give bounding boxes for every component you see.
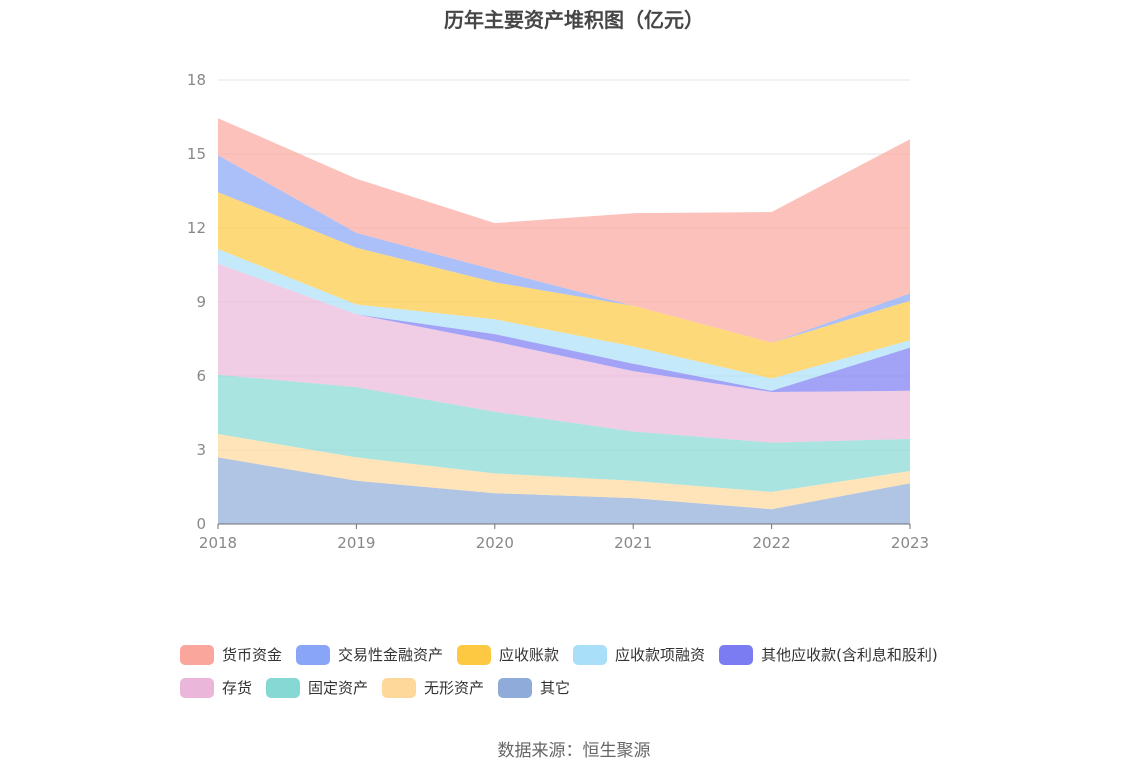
legend-swatch [573,644,608,665]
area-series [218,457,910,524]
y-tick-label: 12 [187,219,206,237]
legend-label: 应收款项融资 [615,646,706,664]
y-tick-label: 3 [196,441,206,459]
y-tick-label: 9 [196,293,206,311]
x-tick-label: 2018 [199,534,237,552]
legend-swatch [180,677,214,698]
legend-item[interactable]: 应收款项融资 [573,644,705,665]
x-tick-label: 2019 [337,534,375,552]
legend-swatch [457,644,492,665]
area-series [218,118,910,343]
legend-swatch [498,677,533,698]
x-tick-label: 2021 [614,534,652,552]
area-series [218,263,910,392]
legend-swatch [719,644,754,665]
legend-swatch [266,677,301,698]
legend-item[interactable]: 无形资产 [382,677,484,698]
x-tick-label: 2020 [476,534,514,552]
area-series [218,192,910,379]
legend: 货币资金 交易性金融资产 应收账款 应收款项融资 其他应收款(含利息和股利) 存货 固定资… [180,638,1000,704]
legend-label: 交易性金融资产 [338,646,444,664]
legend-label: 应收账款 [499,646,560,664]
chart-title: 历年主要资产堆积图（亿元） [444,8,704,32]
y-tick-label: 0 [196,515,206,533]
area-series [218,434,910,510]
legend-label: 固定资产 [308,679,369,697]
legend-item[interactable]: 货币资金 [180,644,282,665]
legend-item[interactable]: 其它 [498,677,570,698]
legend-label: 无形资产 [424,679,485,697]
legend-item[interactable]: 应收账款 [457,644,559,665]
legend-label: 其它 [540,679,571,697]
y-tick-label: 6 [196,367,206,385]
y-tick-label: 18 [187,71,206,89]
x-tick-label: 2022 [753,534,791,552]
legend-item[interactable]: 交易性金融资产 [296,644,443,665]
area-chart: 0 3 6 9 12 15 18 2018 2019 2020 2021 2022 2023 [187,71,929,552]
area-series [218,374,910,492]
legend-label: 存货 [222,679,253,697]
legend-item[interactable]: 其他应收款(含利息和股利) [719,644,938,665]
legend-item[interactable]: 固定资产 [266,677,368,698]
area-series [218,263,910,443]
legend-row: 存货 固定资产 无形资产 其它 [180,671,1000,704]
legend-row: 货币资金 交易性金融资产 应收账款 应收款项融资 其他应收款(含利息和股利) [180,638,1000,671]
y-tick-label: 15 [187,145,206,163]
legend-item[interactable]: 存货 [180,677,252,698]
legend-swatch [296,644,331,665]
x-tick-label: 2023 [891,534,929,552]
data-source: 数据来源：恒生聚源 [497,741,651,761]
legend-swatch [180,644,214,665]
legend-label: 货币资金 [222,646,283,664]
legend-label: 其他应收款(含利息和股利) [761,646,938,664]
legend-swatch [382,677,417,698]
